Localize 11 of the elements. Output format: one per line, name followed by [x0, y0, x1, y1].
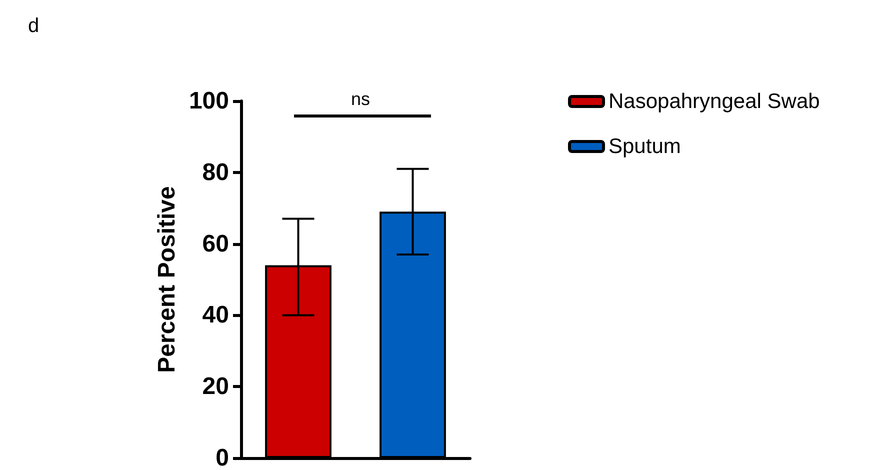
y-tick-label: 60 [202, 230, 229, 258]
y-tick-label: 0 [216, 444, 229, 470]
y-tick-label: 20 [202, 373, 229, 400]
y-tick-label: 80 [202, 158, 229, 186]
legend-label: Nasopahryngeal Swab [608, 90, 820, 113]
y-tick-label: 100 [188, 88, 229, 114]
text: d [28, 15, 40, 37]
annotation: ns [351, 89, 370, 109]
y-tick-label: 40 [202, 302, 229, 329]
legend-label: Sputum [608, 135, 681, 158]
y-axis-title: Percent Positive [154, 186, 180, 373]
